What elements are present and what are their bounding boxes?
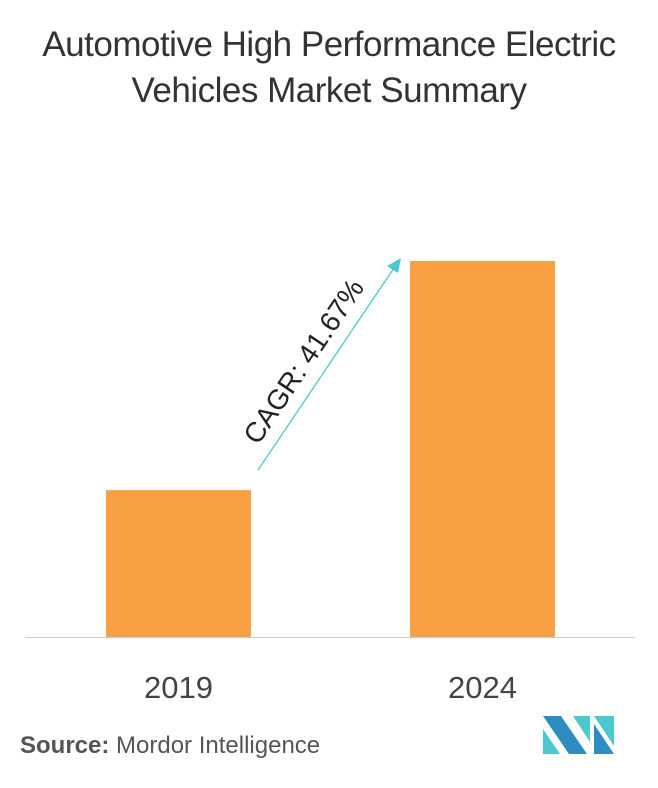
source-value: Mordor Intelligence (116, 732, 321, 759)
bar-2024 (410, 261, 555, 637)
bar-2019 (106, 490, 251, 637)
cagr-annotation: CAGR: 41.67% (237, 273, 370, 449)
cagr-arrow-head (387, 258, 401, 273)
x-tick-label: 2019 (144, 670, 213, 705)
chart-title: Automotive High Performance Electric Veh… (42, 25, 616, 110)
source-label: Source: (20, 732, 110, 759)
mordor-intelligence-logo (543, 716, 614, 754)
cagr-arrow-line (257, 267, 395, 471)
x-tick-label: 2024 (448, 670, 517, 705)
source-note: Source: Mordor Intelligence (20, 732, 320, 760)
